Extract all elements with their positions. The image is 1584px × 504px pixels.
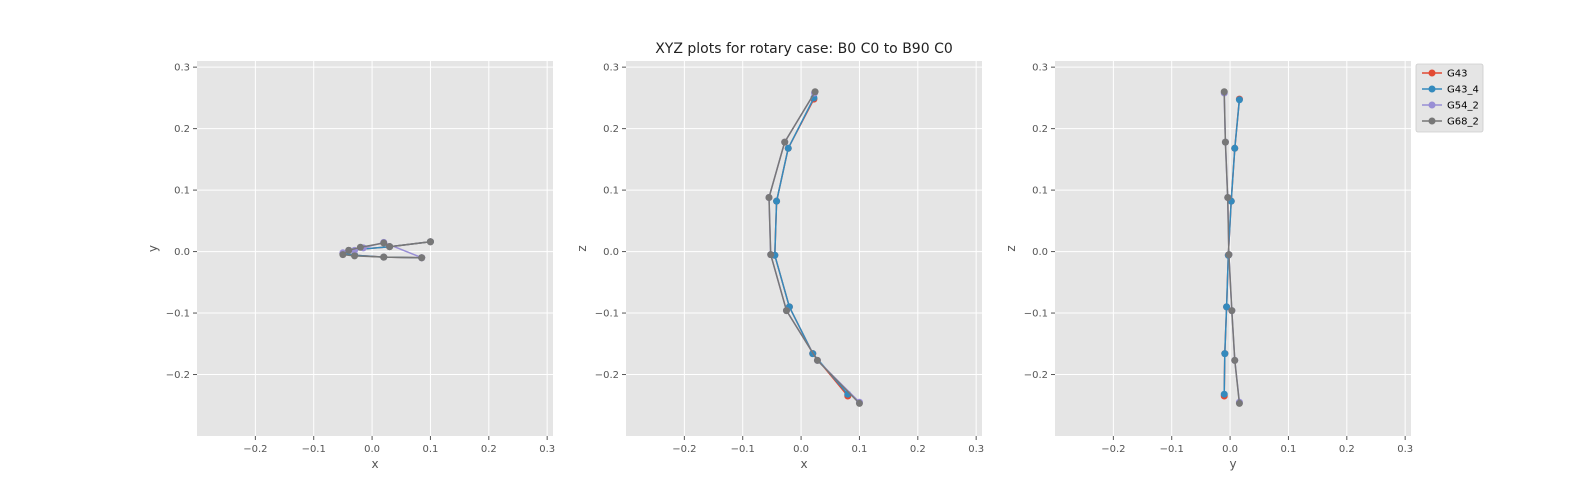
y-tick-label: 0.3 <box>603 63 619 74</box>
subplot-2: −0.2 −0.1 0.0 0.1 0.2 0.3 −0.2 −0.1 0.0 0.1 0.2 0.3… <box>575 61 984 471</box>
data-point <box>1225 251 1233 259</box>
series-g68-2 <box>765 88 863 407</box>
legend-marker <box>1428 69 1436 77</box>
data-point <box>1220 390 1228 398</box>
legend-label: G43 <box>1447 69 1467 80</box>
data-point <box>1220 88 1228 96</box>
figure-title: XYZ plots for rotary case: B0 C0 to B90 … <box>655 41 953 57</box>
y-tick-label: 0.0 <box>1032 247 1048 258</box>
legend-marker <box>1428 101 1436 109</box>
data-point <box>380 239 388 247</box>
legend-entry: G68_2 <box>1422 117 1479 128</box>
data-point <box>1221 350 1229 358</box>
data-point <box>351 252 359 260</box>
legend-entry: G43_4 <box>1422 85 1479 96</box>
data-point <box>811 88 819 96</box>
x-tick-label: −0.2 <box>1101 444 1125 455</box>
data-point <box>418 254 426 262</box>
subplot-3: −0.2 −0.1 0.0 0.1 0.2 0.3 −0.2 −0.1 0.0 0.1 0.2 0.3… <box>1004 61 1413 471</box>
x-tick-label: −0.2 <box>672 444 696 455</box>
data-point <box>1224 193 1232 201</box>
data-point <box>1235 399 1243 407</box>
y-tick-label: 0.2 <box>174 124 190 135</box>
legend: G43 G43_4 G54_2 G68_2 <box>1415 63 1484 133</box>
x-tick-label: −0.1 <box>731 444 755 455</box>
data-point <box>386 243 394 251</box>
x-tick-label: 0.3 <box>1397 444 1413 455</box>
x-tick-label: −0.2 <box>243 444 267 455</box>
legend-box <box>1415 63 1484 133</box>
y-axis-label: y <box>146 245 160 252</box>
x-tick-label: 0.0 <box>793 444 809 455</box>
y-tick-label: −0.2 <box>595 370 619 381</box>
x-axis-label: y <box>1229 457 1236 471</box>
data-point <box>380 253 388 261</box>
y-tick-label: 0.1 <box>603 186 619 197</box>
x-tick-label: −0.1 <box>1160 444 1184 455</box>
data-point <box>784 144 792 152</box>
data-point <box>426 238 434 246</box>
x-tick-label: 0.0 <box>1222 444 1238 455</box>
x-axis-label: x <box>800 457 807 471</box>
y-tick-label: 0.1 <box>174 186 190 197</box>
y-axis-label: z <box>1004 245 1018 251</box>
data-point <box>345 246 353 254</box>
x-tick-label: 0.1 <box>422 444 438 455</box>
x-tick-label: 0.2 <box>481 444 497 455</box>
subplot-1: −0.2 −0.1 0.0 0.1 0.2 0.3 −0.2 −0.1 0.0 0.1 0.2 0.3… <box>146 61 555 471</box>
data-point <box>356 243 364 251</box>
y-tick-label: −0.1 <box>1024 309 1048 320</box>
data-point <box>767 251 775 259</box>
data-point <box>773 197 781 205</box>
y-tick-label: 0.2 <box>1032 124 1048 135</box>
y-tick-label: 0.1 <box>1032 186 1048 197</box>
y-tick-label: −0.2 <box>166 370 190 381</box>
y-tick-label: −0.2 <box>1024 370 1048 381</box>
legend-label: G54_2 <box>1447 101 1479 112</box>
y-tick-label: −0.1 <box>595 309 619 320</box>
data-point <box>781 138 789 146</box>
y-tick-label: 0.3 <box>1032 63 1048 74</box>
data-point <box>855 399 863 407</box>
plot-area <box>626 61 982 436</box>
data-point <box>1235 96 1243 104</box>
data-point <box>765 193 773 201</box>
legend-entry: G43 <box>1422 69 1467 80</box>
plot-area <box>1055 61 1411 436</box>
legend-entry: G54_2 <box>1422 101 1479 112</box>
x-tick-label: −0.1 <box>302 444 326 455</box>
x-tick-label: 0.0 <box>364 444 380 455</box>
x-tick-label: 0.3 <box>968 444 984 455</box>
legend-marker <box>1428 85 1436 93</box>
data-point <box>339 251 347 259</box>
data-point <box>1231 356 1239 364</box>
data-point <box>1221 138 1229 146</box>
data-point <box>782 307 790 315</box>
data-point <box>813 356 821 364</box>
data-point <box>1231 144 1239 152</box>
data-point <box>1228 307 1236 315</box>
x-tick-label: 0.1 <box>1280 444 1296 455</box>
y-tick-label: 0.0 <box>174 247 190 258</box>
series-g68-2 <box>339 238 434 262</box>
y-tick-label: −0.1 <box>166 309 190 320</box>
y-axis-label: z <box>575 245 589 251</box>
legend-label: G43_4 <box>1447 85 1479 96</box>
y-tick-label: 0.0 <box>603 247 619 258</box>
subplots: −0.2 −0.1 0.0 0.1 0.2 0.3 −0.2 −0.1 0.0 0.1 0.2 0.3… <box>146 61 1413 471</box>
data-point <box>1223 303 1231 311</box>
x-tick-label: 0.2 <box>910 444 926 455</box>
x-tick-label: 0.1 <box>851 444 867 455</box>
y-tick-label: 0.2 <box>603 124 619 135</box>
legend-marker <box>1428 117 1436 125</box>
x-tick-label: 0.3 <box>539 444 555 455</box>
legend-label: G68_2 <box>1447 117 1479 128</box>
series-g68-2 <box>1220 88 1243 407</box>
x-axis-label: x <box>371 457 378 471</box>
y-tick-label: 0.3 <box>174 63 190 74</box>
x-tick-label: 0.2 <box>1339 444 1355 455</box>
